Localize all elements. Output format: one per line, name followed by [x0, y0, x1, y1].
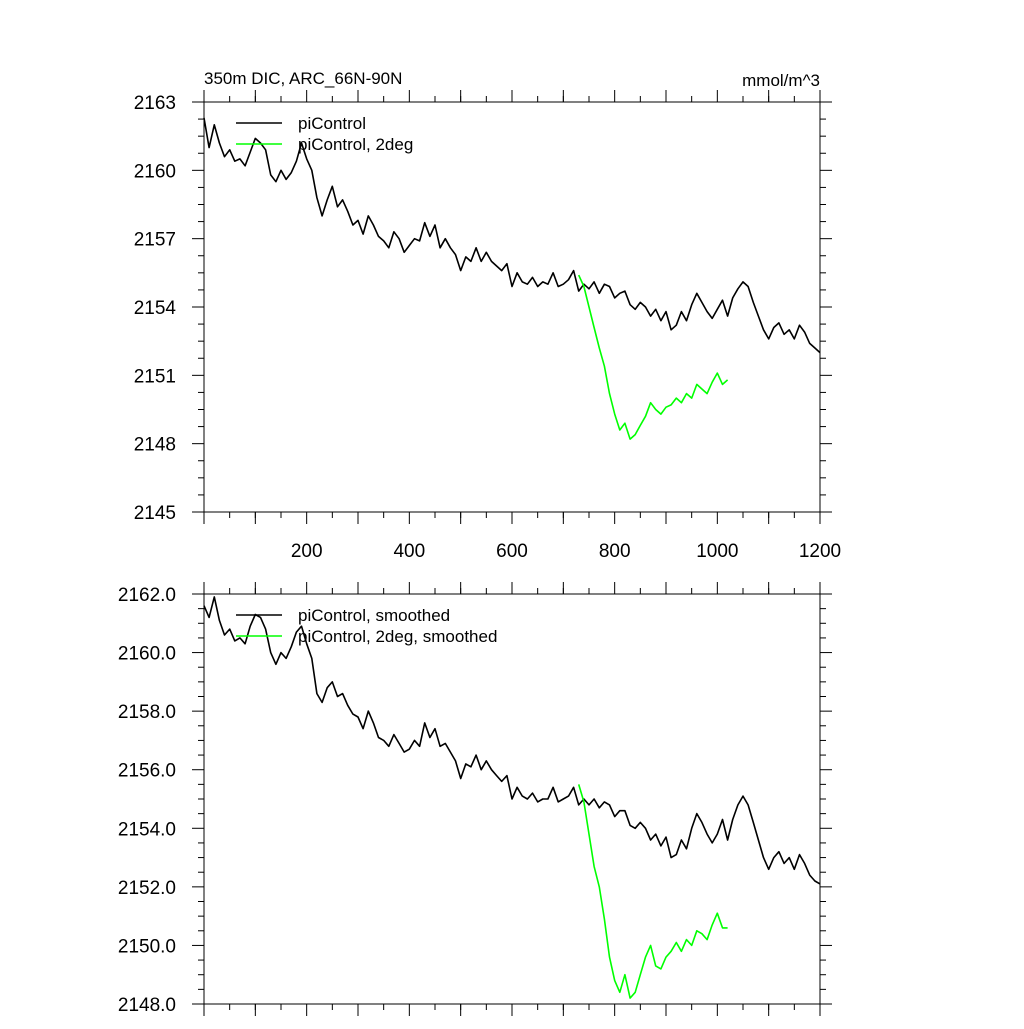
series-layer [203, 117, 821, 440]
series-layer [203, 596, 821, 999]
series-line-black [203, 117, 821, 354]
y-tick-label: 2158.0 [118, 702, 176, 723]
y-tick-label: 2154 [134, 298, 177, 319]
legend-label: piControl [298, 114, 366, 133]
x-tick-label: 1200 [799, 541, 841, 562]
x-tick-label: 200 [291, 541, 323, 562]
y-tick-label: 2162.0 [118, 585, 176, 606]
y-tick-label: 2145 [134, 503, 176, 524]
y-tick-label: 2163 [134, 93, 176, 114]
y-tick-label: 2160.0 [118, 644, 176, 665]
top-chart-panel: 350m DIC, ARC_66N-90N mmol/m^3 200 400 600… [134, 69, 841, 562]
y-tick-label: 2157 [134, 230, 176, 251]
y-tick-label: 2156.0 [118, 761, 176, 782]
y-tick-label: 2160 [134, 161, 176, 182]
legend-label: piControl, smoothed [298, 606, 450, 625]
bottom-chart-panel: 2148.0 2150.0 2152.0 2154.0 2156.0 2158.0 2160… [118, 582, 832, 1016]
axis-ticks: 2148.0 2150.0 2152.0 2154.0 2156.0 2158.0 2160… [118, 582, 832, 1016]
x-tick-label: 1000 [696, 541, 738, 562]
legend-label: piControl, 2deg, smoothed [298, 627, 497, 646]
x-tick-label: 800 [599, 541, 631, 562]
legend-label: piControl, 2deg [298, 135, 413, 154]
chart-title: 350m DIC, ARC_66N-90N [204, 69, 402, 88]
axis-ticks: 200 400 600 800 1000 1200 2145 2148 2151 2154 2157… [134, 90, 841, 562]
x-tick-label: 400 [393, 541, 425, 562]
legend: piControl, smoothed piControl, 2deg, smoo… [236, 606, 497, 646]
legend: piControl piControl, 2deg [236, 114, 413, 154]
y-tick-label: 2154.0 [118, 819, 176, 840]
x-tick-label: 600 [496, 541, 528, 562]
series-line-black [203, 596, 821, 885]
y-tick-label: 2148 [134, 435, 176, 456]
y-tick-label: 2152.0 [118, 878, 176, 899]
series-line-green [577, 784, 728, 999]
y-tick-label: 2151 [134, 366, 176, 387]
y-tick-label: 2148.0 [118, 995, 176, 1016]
series-line-green [577, 274, 729, 440]
y-tick-label: 2150.0 [118, 936, 176, 957]
units-label: mmol/m^3 [742, 71, 820, 90]
